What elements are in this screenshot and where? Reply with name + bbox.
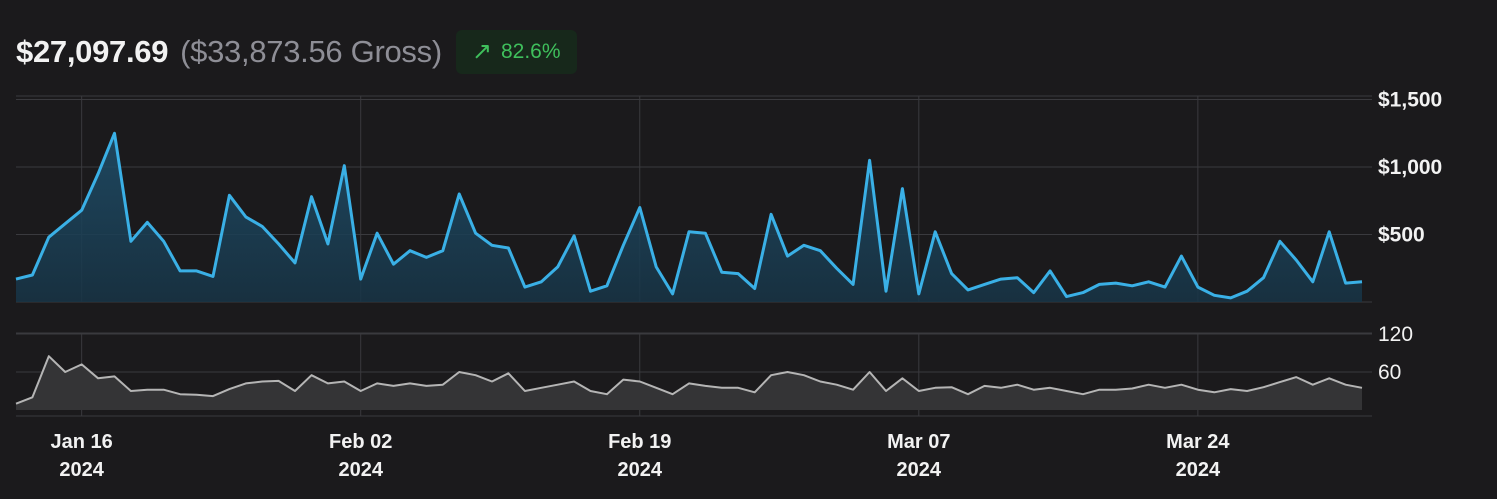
y-tick-label: 60 bbox=[1378, 361, 1401, 384]
x-tick-year: 2024 bbox=[618, 459, 663, 481]
y-tick-label: $500 bbox=[1378, 224, 1425, 247]
change-percent: 82.6% bbox=[500, 40, 561, 63]
summary-header: $27,097.69 ($33,873.56 Gross) ↗ 82.6% bbox=[16, 28, 577, 76]
count-line bbox=[15, 355, 1363, 405]
change-badge: ↗ 82.6% bbox=[455, 30, 577, 74]
revenue-line bbox=[15, 131, 1363, 300]
x-tick-label: Mar 07 bbox=[887, 431, 950, 453]
x-tick-year: 2024 bbox=[1176, 459, 1221, 481]
x-tick-year: 2024 bbox=[338, 459, 383, 481]
net-total: $27,097.69 bbox=[16, 34, 169, 69]
y-tick-label: 120 bbox=[1378, 323, 1413, 346]
gross-total: ($33,873.56 Gross) bbox=[180, 34, 442, 69]
x-tick-year: 2024 bbox=[897, 459, 942, 481]
x-tick-label: Jan 16 bbox=[51, 431, 113, 453]
series-areas bbox=[16, 133, 1362, 410]
y-tick-label: $1,000 bbox=[1378, 156, 1442, 179]
arrow-up-right-icon: ↗ bbox=[471, 38, 492, 65]
series-lines bbox=[15, 131, 1363, 405]
revenue-area bbox=[16, 133, 1362, 302]
count-area bbox=[16, 356, 1362, 410]
y-tick-label: $1,500 bbox=[1378, 89, 1442, 112]
x-tick-label: Mar 24 bbox=[1166, 431, 1230, 453]
x-tick-label: Feb 02 bbox=[329, 431, 392, 453]
axis-labels: $500 $1,000 $1,500 60 120 Jan 16 2024 Feb 02 202… bbox=[51, 89, 1443, 482]
x-tick-label: Feb 19 bbox=[608, 431, 671, 453]
x-tick-year: 2024 bbox=[59, 459, 104, 481]
